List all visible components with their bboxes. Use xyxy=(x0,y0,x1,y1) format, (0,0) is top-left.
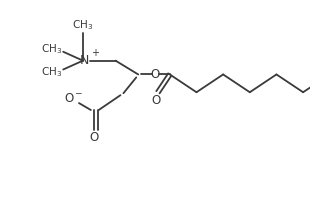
Text: O: O xyxy=(89,131,98,144)
Text: −: − xyxy=(74,89,82,98)
Text: CH$_3$: CH$_3$ xyxy=(41,65,62,79)
Text: O: O xyxy=(150,68,160,81)
Text: O: O xyxy=(65,92,74,105)
Text: CH$_3$: CH$_3$ xyxy=(72,18,94,32)
Text: O: O xyxy=(151,94,161,107)
Text: +: + xyxy=(91,48,99,58)
Text: CH$_3$: CH$_3$ xyxy=(41,42,62,56)
Text: N: N xyxy=(80,54,90,67)
